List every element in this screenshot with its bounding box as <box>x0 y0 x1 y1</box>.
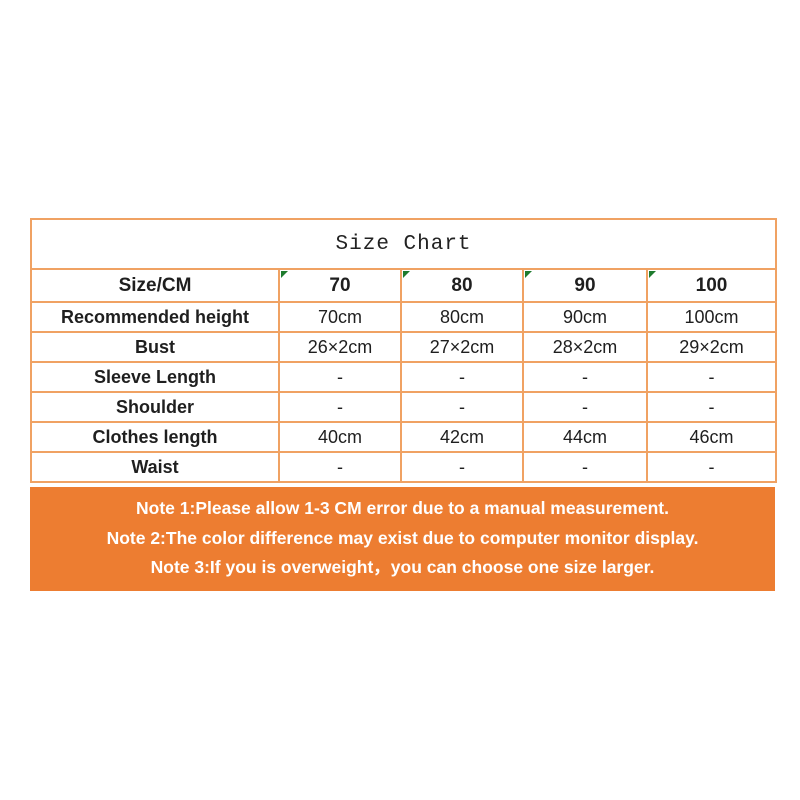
row-label-cell: Recommended height <box>30 301 280 333</box>
header-cell-size-80: 80 <box>400 268 524 303</box>
value-cell: 70cm <box>278 301 402 333</box>
cell-comment-marker-icon <box>525 271 532 278</box>
header-size-label: 90 <box>574 274 596 296</box>
value-cell: - <box>522 391 648 423</box>
cell-comment-marker-icon <box>403 271 410 278</box>
value-cell: 44cm <box>522 421 648 453</box>
value-cell: - <box>278 361 402 393</box>
value-cell: - <box>522 451 648 483</box>
value-cell: 42cm <box>400 421 524 453</box>
header-size-label: 100 <box>695 274 728 296</box>
note-line-2: Note 2:The color difference may exist du… <box>106 527 699 548</box>
cell-comment-marker-icon <box>649 271 656 278</box>
row-label-cell: Bust <box>30 331 280 363</box>
value-cell: - <box>278 451 402 483</box>
value-cell: 26×2cm <box>278 331 402 363</box>
value-cell: - <box>400 451 524 483</box>
cell-comment-marker-icon <box>281 271 288 278</box>
table-row-bust: Bust 26×2cm 27×2cm 28×2cm 29×2cm <box>30 331 778 363</box>
value-cell: - <box>400 391 524 423</box>
value-cell: 46cm <box>645 421 778 453</box>
note-line-1: Note 1:Please allow 1-3 CM error due to … <box>136 498 669 518</box>
title-row: Size Chart <box>29 218 778 270</box>
header-cell-size-90: 90 <box>522 268 648 303</box>
value-cell: 40cm <box>278 421 402 453</box>
note-line-3: Note 3:If you is overweight，you can choo… <box>150 557 655 577</box>
header-size-label: 80 <box>451 274 473 296</box>
header-row: Size/CM 70 80 90 100 <box>30 268 778 303</box>
row-label-cell: Clothes length <box>30 421 280 453</box>
value-cell: 29×2cm <box>645 331 778 363</box>
value-cell: - <box>278 391 402 423</box>
value-cell: 100cm <box>645 301 778 333</box>
value-cell: - <box>400 361 524 393</box>
value-cell: 28×2cm <box>522 331 648 363</box>
size-chart-table: Size Chart Size/CM 70 80 90 <box>29 218 778 483</box>
value-cell: 90cm <box>522 301 648 333</box>
table-row-shoulder: Shoulder - - - - <box>30 391 778 423</box>
value-cell: - <box>645 391 778 423</box>
row-label-cell: Shoulder <box>30 391 280 423</box>
value-cell: - <box>645 451 778 483</box>
value-cell: 27×2cm <box>400 331 524 363</box>
table-row-recommended-height: Recommended height 70cm 80cm 90cm 100cm <box>30 301 778 333</box>
table-row-clothes-length: Clothes length 40cm 42cm 44cm 46cm <box>30 421 778 453</box>
header-size-label: 70 <box>329 274 351 296</box>
table-row-waist: Waist - - - - <box>30 451 778 483</box>
table-row-sleeve-length: Sleeve Length - - - - <box>30 361 778 393</box>
row-label-cell: Sleeve Length <box>30 361 280 393</box>
row-label-cell: Waist <box>30 451 280 483</box>
header-cell-size-70: 70 <box>278 268 402 303</box>
header-cell-size-cm: Size/CM <box>30 268 280 303</box>
value-cell: 80cm <box>400 301 524 333</box>
header-cell-size-100: 100 <box>645 268 778 303</box>
notes-panel: Note 1:Please allow 1-3 CM error due to … <box>30 487 775 591</box>
value-cell: - <box>522 361 648 393</box>
size-chart: Size Chart Size/CM 70 80 90 <box>29 218 778 591</box>
value-cell: - <box>645 361 778 393</box>
table-title: Size Chart <box>29 218 778 270</box>
